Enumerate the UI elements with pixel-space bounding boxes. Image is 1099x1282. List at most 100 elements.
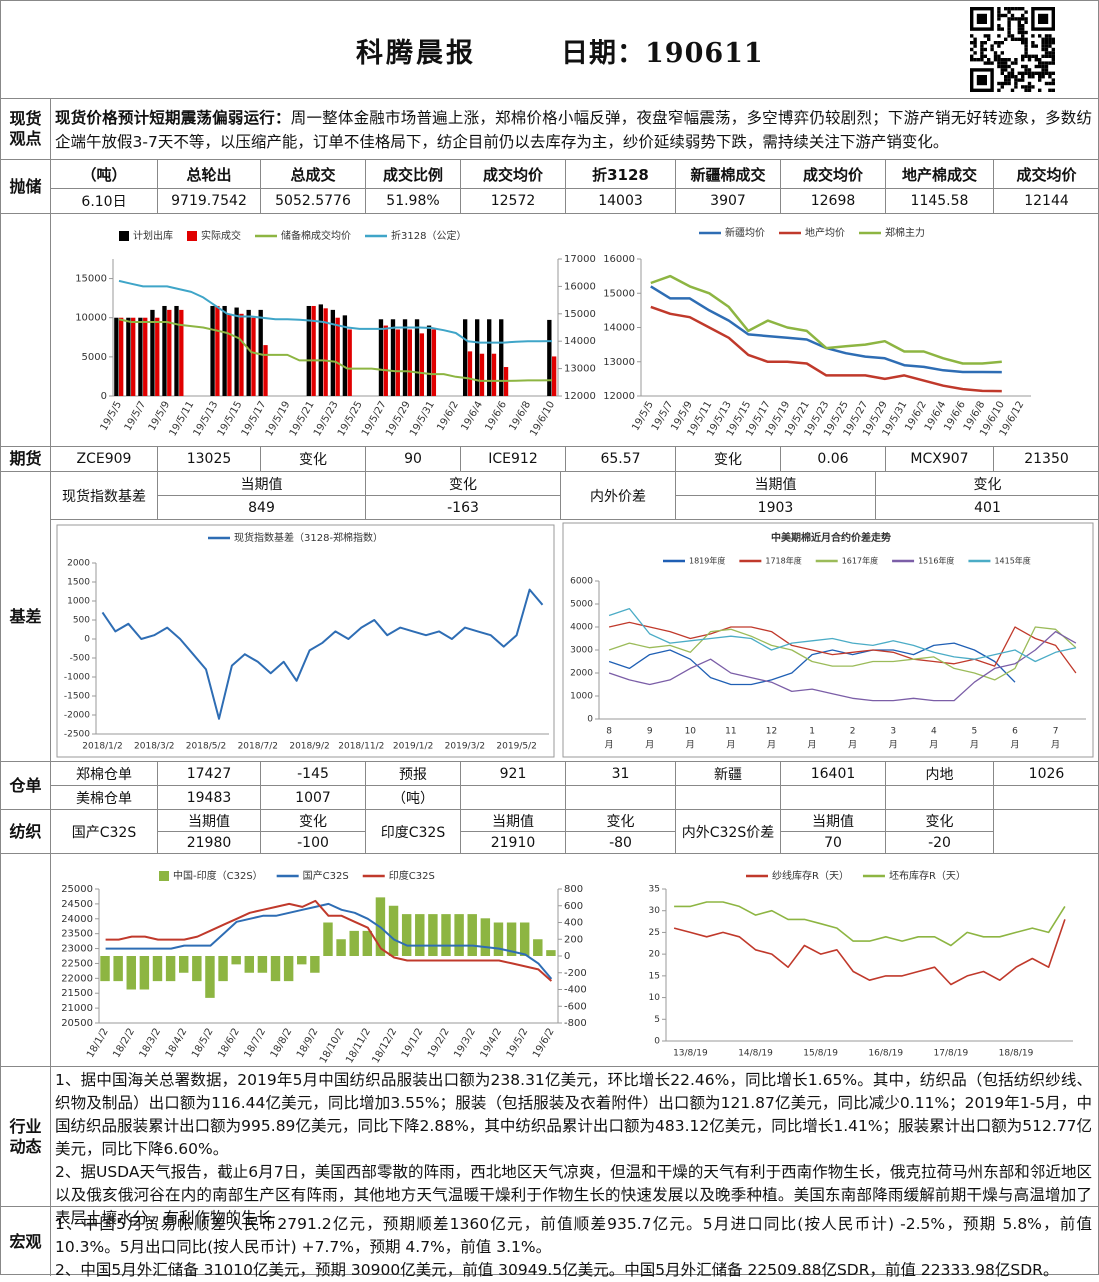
qr-module bbox=[1001, 51, 1004, 54]
qr-finder bbox=[977, 14, 987, 24]
cell: 成交均价 bbox=[461, 160, 566, 189]
auction-charts bbox=[1, 213, 1098, 446]
qr-module bbox=[1031, 72, 1034, 75]
qr-module bbox=[1024, 31, 1027, 34]
qr-module bbox=[1011, 7, 1014, 10]
qr-module bbox=[1038, 61, 1041, 64]
cell: 美棉仓单 bbox=[51, 786, 158, 810]
cell: 21980 bbox=[158, 832, 261, 854]
textile-table: 国产C32S 当期值 变化 印度C32S 当期值 变化 内外C32S价差 当期值… bbox=[50, 809, 1099, 854]
qr-module bbox=[997, 41, 1000, 44]
qr-module bbox=[997, 82, 1000, 85]
qr-module bbox=[1028, 68, 1031, 71]
qr-module bbox=[1028, 55, 1031, 58]
qr-module bbox=[1001, 61, 1004, 64]
cell: 变化 bbox=[886, 810, 994, 832]
qr-module bbox=[997, 34, 1000, 37]
cell: 变化 bbox=[566, 810, 676, 832]
cell: 当期值 bbox=[461, 810, 566, 832]
qr-module bbox=[1045, 34, 1048, 37]
cell: 当期值 bbox=[676, 472, 876, 496]
qr-module bbox=[1031, 55, 1034, 58]
cell: 变化 bbox=[676, 447, 781, 472]
qr-module bbox=[1024, 10, 1027, 13]
qr-module bbox=[980, 55, 983, 58]
qr-module bbox=[1018, 27, 1021, 30]
qr-module bbox=[994, 51, 997, 54]
cell: 19483 bbox=[158, 786, 261, 810]
cell: -20 bbox=[886, 832, 994, 854]
qr-module bbox=[1011, 68, 1014, 71]
qr-module bbox=[997, 7, 1000, 10]
qr-module bbox=[1031, 41, 1034, 44]
qr-module bbox=[1004, 61, 1007, 64]
qr-module bbox=[1004, 78, 1007, 81]
qr-module bbox=[1048, 38, 1051, 41]
cell bbox=[781, 786, 886, 810]
cell: 现货指数基差 bbox=[51, 472, 158, 520]
qr-module bbox=[973, 38, 976, 41]
qr-module bbox=[1024, 17, 1027, 20]
qr-module bbox=[1007, 34, 1010, 37]
qr-module bbox=[1024, 72, 1027, 75]
row-label: 仓单 bbox=[1, 762, 51, 809]
textile-section: 纺织 国产C32S 当期值 变化 印度C32S 当期值 变化 内外C32S价差 … bbox=[1, 809, 1098, 853]
qr-module bbox=[1024, 89, 1027, 92]
cell: 12572 bbox=[461, 189, 566, 214]
report-date: 日期：190611 bbox=[561, 31, 764, 70]
row-label bbox=[1, 214, 51, 446]
cell: 12144 bbox=[994, 189, 1099, 214]
qr-module bbox=[1011, 17, 1014, 20]
qr-module bbox=[1045, 48, 1048, 51]
qr-module bbox=[1021, 14, 1024, 17]
qr-module bbox=[1004, 58, 1007, 61]
cell: 印度C32S bbox=[366, 810, 461, 854]
qr-module bbox=[1007, 58, 1010, 61]
cell: 新疆 bbox=[676, 762, 781, 786]
qr-module bbox=[1011, 72, 1014, 75]
qr-module bbox=[1024, 85, 1027, 88]
qr-module bbox=[1028, 85, 1031, 88]
qr-module bbox=[990, 48, 993, 51]
qr-module bbox=[1035, 58, 1038, 61]
qr-module bbox=[1028, 72, 1031, 75]
cell: 65.57 bbox=[566, 447, 676, 472]
qr-module bbox=[1007, 82, 1010, 85]
qr-module bbox=[1045, 38, 1048, 41]
qr-module bbox=[984, 34, 987, 37]
qr-module bbox=[1052, 78, 1055, 81]
qr-module bbox=[1014, 17, 1017, 20]
cell bbox=[676, 786, 781, 810]
qr-module bbox=[1011, 61, 1014, 64]
qr-module bbox=[980, 51, 983, 54]
row-label bbox=[1, 854, 51, 1066]
qr-module bbox=[970, 34, 973, 37]
qr-module bbox=[1004, 38, 1007, 41]
qr-module bbox=[1007, 7, 1010, 10]
qr-module bbox=[1041, 72, 1044, 75]
qr-module bbox=[970, 48, 973, 51]
qr-module bbox=[1001, 72, 1004, 75]
cell: 21350 bbox=[994, 447, 1099, 472]
paragraph: 2、中国5月外汇储备 31010亿美元，预期 30900亿美元，前值 30949… bbox=[55, 1259, 1092, 1282]
qr-module bbox=[1014, 38, 1017, 41]
row-label: 期货 bbox=[1, 447, 51, 471]
qr-module bbox=[1024, 21, 1027, 24]
qr-module bbox=[997, 65, 1000, 68]
qr-module bbox=[1007, 24, 1010, 27]
qr-module bbox=[1024, 44, 1027, 47]
qr-module bbox=[1007, 17, 1010, 20]
qr-module bbox=[973, 58, 976, 61]
qr-module bbox=[1001, 82, 1004, 85]
qr-module bbox=[1018, 31, 1021, 34]
qr-module bbox=[1018, 7, 1021, 10]
cell: 849 bbox=[158, 496, 366, 520]
cell: 成交均价 bbox=[781, 160, 886, 189]
qr-module bbox=[1018, 38, 1021, 41]
cell bbox=[461, 786, 566, 810]
